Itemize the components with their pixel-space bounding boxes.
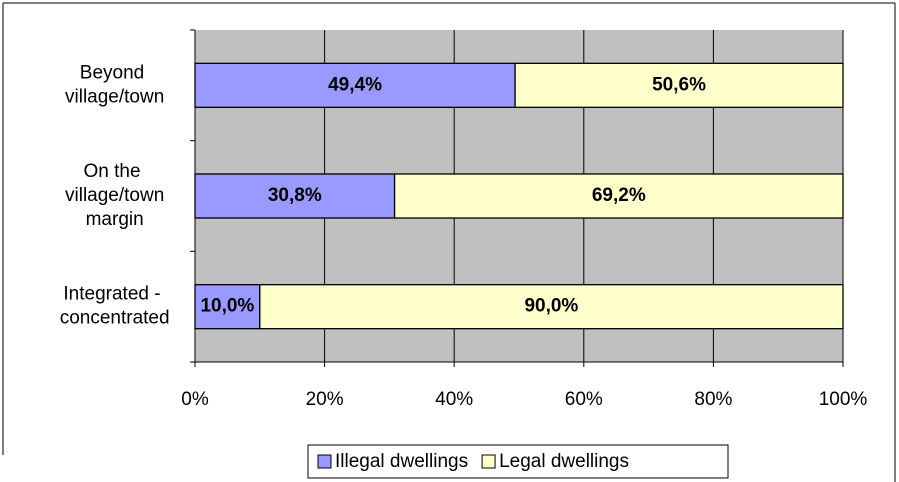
- value-label: 30,8%: [268, 185, 322, 206]
- y-tick-label: On the village/town margin: [60, 161, 165, 230]
- y-tick-label: Integrated - concentrated: [54, 284, 169, 329]
- x-tick-label: 0%: [181, 389, 209, 410]
- legend-label: Illegal dwellings: [335, 451, 468, 472]
- legend-swatch: [481, 454, 496, 469]
- bar-segment: [259, 284, 844, 330]
- x-tick-label: 40%: [435, 389, 473, 410]
- bar-segment: [514, 62, 844, 108]
- legend-swatch: [317, 454, 332, 469]
- legend: [307, 444, 729, 479]
- bar-segment: [194, 62, 516, 108]
- value-label: 10,0%: [200, 296, 254, 317]
- value-label: 69,2%: [592, 185, 646, 206]
- x-tick-label: 80%: [694, 389, 732, 410]
- x-tick-label: 60%: [565, 389, 603, 410]
- value-label: 90,0%: [524, 296, 578, 317]
- x-tick-label: 20%: [306, 389, 344, 410]
- legend-label: Legal dwellings: [499, 451, 629, 472]
- value-label: 49,4%: [328, 74, 382, 95]
- x-tick-label: 100%: [819, 389, 868, 410]
- value-label: 50,6%: [652, 74, 706, 95]
- bar-segment: [393, 173, 844, 219]
- bar-segment: [194, 173, 396, 219]
- y-tick-label: Beyond village/town: [60, 62, 165, 107]
